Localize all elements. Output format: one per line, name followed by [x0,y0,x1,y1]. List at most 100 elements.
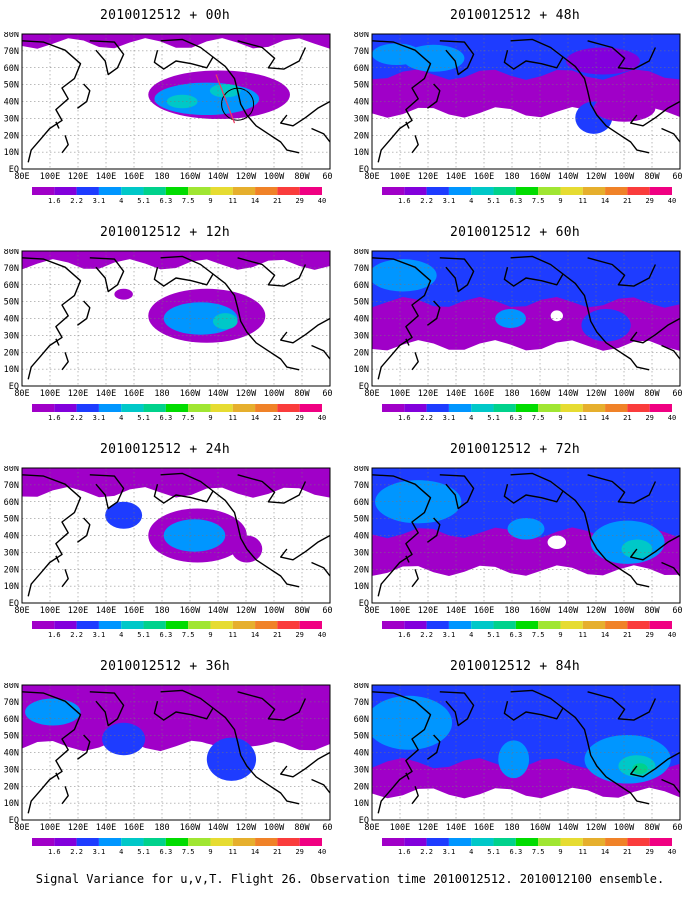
lat-label: 20N [354,565,369,575]
colorbar-swatch [560,404,583,412]
colorbar-swatch [98,404,122,412]
lon-label: 80E [364,172,379,182]
lat-label: 10N [4,148,19,158]
lon-label: 100W [264,172,285,182]
lat-label: 20N [4,565,19,575]
lon-label: 140W [558,389,579,399]
colorbar-label: 29 [645,631,653,639]
lon-label: 80E [14,823,29,833]
lat-label: 30N [4,548,19,558]
colorbar-swatch [582,404,606,412]
lon-label: 140E [96,606,116,616]
colorbar-label: 6.3 [510,197,523,205]
colorbar-label: 14 [601,197,609,205]
colorbar: 1.6 2.2 3.1 4 5.1 6.3 7.5 9 11 14 21 29 40 [382,838,676,856]
lat-label: 10N [4,582,19,592]
colorbar-swatch [210,621,233,629]
colorbar-swatch [471,404,494,412]
lon-label: 160W [530,606,551,616]
lon-label: 160E [474,823,494,833]
lon-label: 160E [124,389,144,399]
colorbar-label: 29 [295,848,303,856]
colorbar-label: 21 [273,631,281,639]
lon-label: 140W [208,823,229,833]
colorbar-label: 11 [579,631,587,639]
lon-label: 80E [14,172,29,182]
lat-label: 80N [4,466,19,474]
lat-label: 80N [354,466,369,474]
colorbar-label: 1.6 [48,848,61,856]
lon-label: 120W [236,172,257,182]
lat-label: 20N [4,782,19,792]
colorbar-swatch [121,621,144,629]
panel-title: 2010012512 + 72h [449,442,581,457]
colorbar-label: 40 [668,197,676,205]
forecast-panel: 2010012512 + 60h 80N 70N 60N 50N 40N 30N 20N 10N… [350,225,682,445]
colorbar-swatch [165,621,189,629]
colorbar-swatch [448,187,472,195]
lon-label: 160W [180,389,201,399]
colorbar-swatch [54,621,77,629]
colorbar-label: 14 [601,631,609,639]
colorbar-label: 11 [579,848,587,856]
colorbar-label: 9 [208,848,212,856]
colorbar-label: 4 [469,848,473,856]
colorbar-swatch [627,404,650,412]
colorbar: 1.6 2.2 3.1 4 5.1 6.3 7.5 9 11 14 21 29 40 [32,838,326,856]
lat-label: 50N [4,732,19,742]
lat-label: 20N [4,131,19,141]
colorbar-label: 40 [318,414,326,422]
lat-label: 60N [4,498,19,508]
colorbar-swatch [605,621,628,629]
lat-label: 70N [354,481,369,491]
colorbar-label: 2.2 [420,631,433,639]
panel-title: 2010012512 + 36h [99,659,231,674]
colorbar-label: 3.1 [93,631,106,639]
colorbar-swatch [538,621,561,629]
lon-label: 100E [390,389,410,399]
lat-label: 50N [354,81,369,91]
lon-label: 80W [644,172,660,182]
colorbar-label: 2.2 [420,414,433,422]
lat-label: 10N [4,365,19,375]
lat-label: 80N [4,683,19,691]
colorbar-label: 1.6 [398,848,411,856]
panel-title: 2010012512 + 00h [99,8,231,23]
colorbar-swatch [121,187,144,195]
colorbar-label: 1.6 [398,197,411,205]
lat-label: EQ [359,165,369,175]
colorbar-label: 9 [558,848,562,856]
colorbar-swatch [76,838,99,846]
lon-label: 60W [322,389,332,399]
colorbar-swatch [54,187,77,195]
colorbar-swatch [448,621,472,629]
colorbar-label: 21 [273,197,281,205]
lon-label: 120E [68,606,88,616]
colorbar-label: 21 [623,631,631,639]
lon-label: 80E [14,606,29,616]
lat-label: 60N [354,498,369,508]
colorbar-label: 7.5 [532,197,545,205]
figure-caption: Signal Variance for u,v,T. Flight 26. Ob… [35,872,665,886]
lon-label: 100E [40,823,60,833]
colorbar-label: 29 [645,197,653,205]
lon-label: 180 [154,606,169,616]
lon-label: 180 [504,172,519,182]
lon-label: 160W [180,172,201,182]
colorbar: 1.6 2.2 3.1 4 5.1 6.3 7.5 9 11 14 21 29 40 [382,621,676,639]
colorbar-label: 9 [558,631,562,639]
lon-label: 180 [504,606,519,616]
lat-label: 30N [354,765,369,775]
lon-label: 100W [264,606,285,616]
lat-label: 30N [4,765,19,775]
colorbar-swatch [232,187,256,195]
forecast-panel: 2010012512 + 36h 80N 70N 60N 50N 40N 30N 20N 10N… [0,659,332,879]
lon-label: 100E [40,172,60,182]
colorbar-label: 4 [119,848,123,856]
colorbar-label: 11 [229,197,237,205]
colorbar-swatch [649,187,672,195]
lon-label: 60W [672,606,682,616]
colorbar-swatch [54,838,77,846]
